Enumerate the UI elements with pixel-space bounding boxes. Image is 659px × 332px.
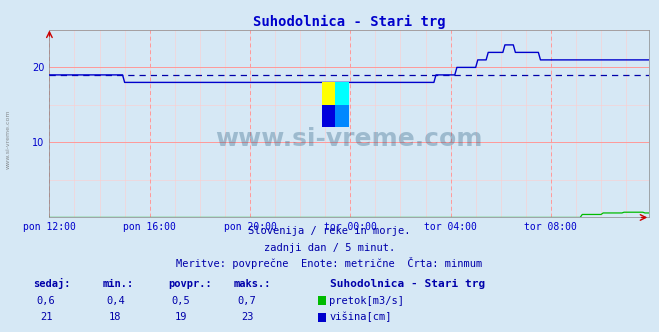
Text: 0,6: 0,6 [37, 296, 55, 306]
Text: www.si-vreme.com: www.si-vreme.com [5, 110, 11, 169]
Title: Suhodolnica - Stari trg: Suhodolnica - Stari trg [253, 15, 445, 29]
Bar [335, 82, 349, 105]
Text: pretok[m3/s]: pretok[m3/s] [330, 296, 405, 306]
Text: 0,7: 0,7 [238, 296, 256, 306]
Bar [322, 105, 335, 127]
Text: višina[cm]: višina[cm] [330, 312, 392, 322]
Text: 0,4: 0,4 [106, 296, 125, 306]
Text: 0,5: 0,5 [172, 296, 190, 306]
Text: Slovenija / reke in morje.: Slovenija / reke in morje. [248, 226, 411, 236]
Text: maks.:: maks.: [234, 279, 272, 289]
Text: sedaj:: sedaj: [33, 278, 71, 289]
Text: Meritve: povprečne  Enote: metrične  Črta: minmum: Meritve: povprečne Enote: metrične Črta:… [177, 257, 482, 269]
Text: 23: 23 [241, 312, 253, 322]
Text: 19: 19 [175, 312, 187, 322]
Text: Suhodolnica - Stari trg: Suhodolnica - Stari trg [330, 279, 485, 289]
Text: 18: 18 [109, 312, 121, 322]
Text: www.si-vreme.com: www.si-vreme.com [215, 127, 483, 151]
Text: povpr.:: povpr.: [168, 279, 212, 289]
Text: 21: 21 [40, 312, 52, 322]
Bar [335, 105, 349, 127]
Text: zadnji dan / 5 minut.: zadnji dan / 5 minut. [264, 243, 395, 253]
Text: min.:: min.: [102, 279, 133, 289]
Bar [322, 82, 335, 105]
